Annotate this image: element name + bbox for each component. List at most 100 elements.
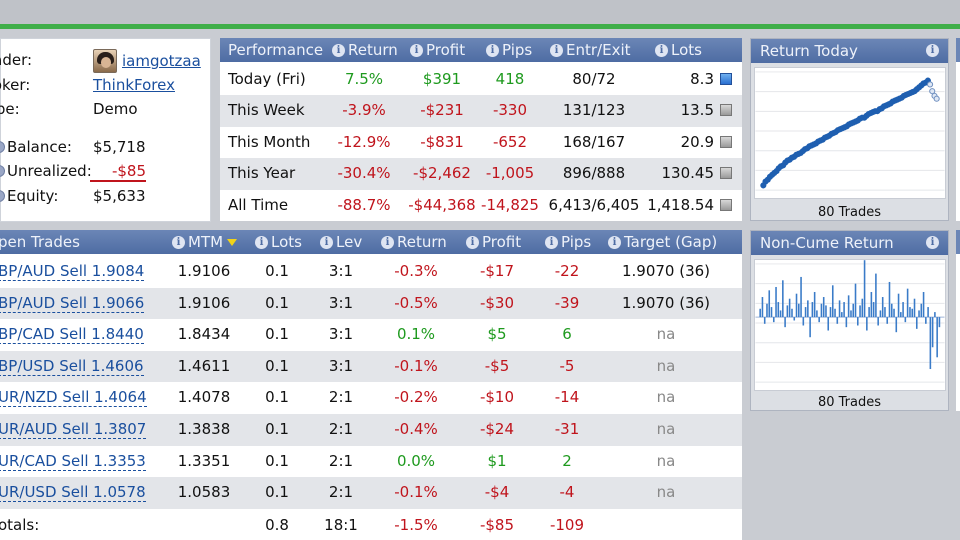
mtm-value: 1.4078	[177, 388, 231, 407]
col-lots[interactable]: i Lots	[655, 41, 702, 59]
mtm-value: 1.3351	[177, 451, 231, 470]
sort-desc-icon[interactable]	[227, 238, 238, 246]
data-point	[927, 81, 934, 88]
info-icon[interactable]: i	[608, 235, 621, 249]
trade-link[interactable]: BP/USD Sell 1.4606	[0, 356, 144, 376]
trade-link[interactable]: BP/AUD Sell 1.9066	[0, 293, 145, 313]
bar	[870, 292, 873, 318]
broker-link[interactable]: ThinkForex	[93, 76, 175, 94]
return-value: 0.1%	[396, 325, 436, 344]
bar	[931, 317, 934, 348]
bar	[934, 312, 936, 318]
balance-label: Balance:	[7, 138, 72, 156]
bar	[872, 302, 875, 318]
bar	[881, 297, 884, 318]
lev-value: 2:1	[328, 420, 354, 438]
info-icon[interactable]: i	[381, 235, 394, 249]
pips-value: 2	[562, 451, 572, 470]
info-icon[interactable]: i	[550, 43, 563, 57]
profit-value: $5	[487, 325, 507, 344]
avatar[interactable]	[93, 49, 117, 73]
bar	[809, 317, 811, 338]
trader-name-link[interactable]: iamgotzaa	[122, 52, 201, 70]
trade-link[interactable]: UR/CAD Sell 1.3353	[0, 451, 146, 471]
trade-link[interactable]: UR/NZD Sell 1.4064	[0, 388, 147, 408]
bar	[925, 317, 927, 324]
table-row: UR/NZD Sell 1.4064 1.4078 0.1 2:1 -0.2% -$10 -…	[0, 382, 742, 414]
lev-value: 3:1	[328, 356, 354, 375]
trade-link[interactable]: BP/CAD Sell 1.8440	[0, 325, 144, 345]
non-cume-return-chart: Non-Cume Return i 80 Trades	[750, 230, 949, 411]
info-icon[interactable]: i	[466, 235, 479, 249]
bar	[843, 302, 845, 318]
col-entr-exit[interactable]: i Entr/Exit	[550, 41, 631, 59]
info-icon[interactable]: i	[320, 235, 333, 249]
info-icon[interactable]	[0, 190, 5, 202]
return-value: -0.1%	[394, 483, 438, 502]
type-value: Demo	[93, 100, 138, 118]
lots-value: 1,418.54	[647, 195, 714, 214]
info-icon[interactable]: i	[410, 43, 423, 57]
pips-value: -330	[492, 101, 528, 120]
bar	[766, 303, 768, 318]
entr-exit-value: 896/888	[562, 164, 626, 183]
bar	[804, 307, 807, 318]
col-profit[interactable]: i Profit	[466, 233, 521, 251]
trader-label: rader:	[0, 51, 33, 69]
pips-value: -652	[492, 132, 528, 151]
bar	[836, 317, 839, 324]
col-return[interactable]: i Return	[332, 41, 398, 59]
col-pips[interactable]: i Pips	[486, 41, 532, 59]
row-select-box[interactable]	[720, 104, 732, 117]
target-gap-value: 1.9070 (36)	[621, 262, 711, 280]
info-icon[interactable]: i	[926, 236, 939, 249]
info-icon[interactable]	[0, 165, 5, 177]
lots-value: 20.9	[680, 132, 714, 151]
bar	[877, 317, 879, 326]
profit-value: -$30	[479, 293, 515, 312]
profit-value: -$2,462	[413, 164, 471, 183]
trade-link[interactable]: BP/AUD Sell 1.9084	[0, 262, 145, 281]
bar	[793, 317, 796, 321]
bar	[904, 317, 907, 323]
info-icon[interactable]: i	[172, 235, 185, 249]
trade-link[interactable]: UR/USD Sell 1.0578	[0, 483, 146, 503]
lots-value: 130.45	[661, 164, 715, 183]
profit-value: $1	[487, 451, 507, 470]
info-icon[interactable]: i	[655, 43, 668, 57]
row-select-box[interactable]	[720, 167, 732, 180]
bar	[863, 260, 866, 318]
col-return[interactable]: i Return	[381, 233, 447, 251]
col-lev[interactable]: i Lev	[320, 233, 362, 251]
col-target-gap[interactable]: i Target (Gap)	[608, 233, 717, 251]
pips-value: -5	[559, 356, 575, 375]
lev-value: 2:1	[328, 483, 354, 502]
col-pips[interactable]: i Pips	[545, 233, 591, 251]
info-icon[interactable]: i	[545, 235, 558, 249]
lots-value: 0.1	[265, 451, 289, 470]
row-select-box[interactable]	[720, 198, 732, 211]
bar	[936, 317, 938, 358]
chart-title-bar: Return Today i	[751, 39, 948, 63]
bar	[897, 293, 900, 318]
target-gap-value: na	[656, 420, 676, 438]
mtm-value: 1.0583	[177, 483, 231, 502]
col-profit[interactable]: i Profit	[410, 41, 465, 59]
info-icon[interactable]: i	[255, 235, 268, 249]
broker-label: roker:	[0, 76, 31, 94]
trade-link[interactable]: UR/AUD Sell 1.3807	[0, 420, 147, 439]
return-value: -0.2%	[394, 388, 438, 407]
col-lots[interactable]: i Lots	[255, 233, 302, 251]
info-icon[interactable]: i	[486, 43, 499, 57]
info-icon[interactable]	[0, 141, 5, 153]
non-cume-return-plot	[754, 259, 946, 391]
trader-info-panel: rader: iamgotzaa roker: ThinkForex ype: …	[0, 38, 211, 222]
info-icon[interactable]: i	[332, 43, 345, 57]
bar	[884, 307, 886, 318]
pips-value: -22	[554, 262, 580, 280]
row-select-box[interactable]	[720, 135, 732, 148]
info-icon[interactable]: i	[926, 44, 939, 57]
equity-label: Equity:	[7, 187, 59, 205]
row-select-box[interactable]	[720, 73, 732, 85]
col-mtm[interactable]: i MTM	[172, 233, 238, 251]
